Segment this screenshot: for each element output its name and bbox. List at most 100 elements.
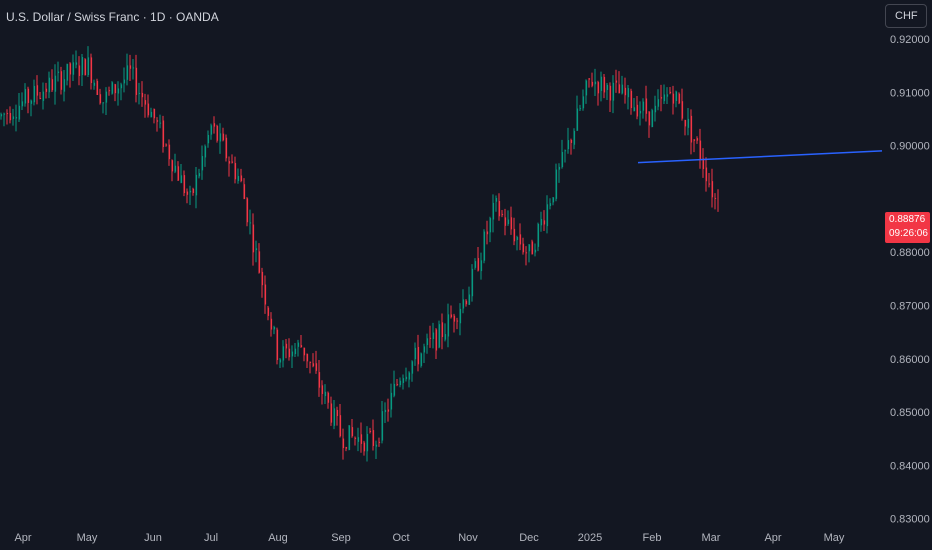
candle-body xyxy=(363,442,366,452)
candle-body xyxy=(198,173,201,177)
candle-body xyxy=(423,346,426,353)
candle-body xyxy=(627,88,630,98)
candle-body xyxy=(654,105,657,113)
candle-body xyxy=(294,348,297,355)
candle-body xyxy=(708,183,711,185)
candle-body xyxy=(69,63,72,75)
candle-body xyxy=(684,119,687,127)
candle-body xyxy=(231,161,234,163)
candle-body xyxy=(129,65,132,69)
candle-body xyxy=(561,152,564,168)
candle-body xyxy=(21,101,24,107)
candle-body xyxy=(624,87,627,96)
candle-body xyxy=(636,104,639,117)
candle-body xyxy=(609,85,612,101)
candle-body xyxy=(159,122,162,124)
candle-body xyxy=(453,315,456,322)
candle-body xyxy=(288,348,291,358)
candle-body xyxy=(390,392,393,410)
candle-body xyxy=(219,133,222,142)
candle-body xyxy=(612,82,615,101)
candle-body xyxy=(351,427,354,437)
candle-body xyxy=(483,231,486,261)
candle-body xyxy=(528,244,531,252)
candle-body xyxy=(87,57,90,76)
candle-body xyxy=(3,113,6,115)
candle-body xyxy=(690,115,693,143)
candle-body xyxy=(357,437,360,442)
candle-body xyxy=(537,223,540,247)
candle-body xyxy=(687,118,690,128)
candle-body xyxy=(381,411,384,441)
candle-body xyxy=(48,77,51,93)
candle-body xyxy=(315,363,318,371)
candle-body xyxy=(33,85,36,103)
candle-body xyxy=(510,217,513,230)
candle-body xyxy=(27,88,30,103)
candle-body xyxy=(18,105,21,120)
x-tick-label: Aug xyxy=(268,532,288,544)
price-axis[interactable]: 0.92000 0.91000 0.90000 0.88000 0.87000 0.860… xyxy=(890,34,930,526)
candle-body xyxy=(312,363,315,367)
x-tick-label: Apr xyxy=(14,532,31,544)
candle-body xyxy=(405,376,408,380)
candle-body xyxy=(213,123,216,127)
candle-body xyxy=(519,234,522,245)
candle-body xyxy=(186,191,189,195)
candle-body xyxy=(564,150,567,152)
x-tick-label: Nov xyxy=(458,532,478,544)
candle-body xyxy=(285,343,288,349)
candle-body xyxy=(75,62,78,65)
candle-body xyxy=(378,441,381,443)
candle-body xyxy=(267,307,270,316)
time-axis[interactable]: Apr May Jun Jul Aug Sep Oct Nov Dec 2025 Feb Mar Apr… xyxy=(14,532,844,544)
candle-body xyxy=(153,108,156,119)
candle-body xyxy=(246,198,249,223)
candle-body xyxy=(669,91,672,94)
candle-body xyxy=(498,201,501,217)
symbol-title[interactable]: U.S. Dollar / Swiss Franc · 1D · OANDA xyxy=(6,10,219,24)
candle-body xyxy=(54,75,57,92)
countdown-timer: 09:26:06 xyxy=(889,228,928,239)
candle-body xyxy=(264,284,267,305)
candle-body xyxy=(225,137,228,159)
currency-button[interactable]: CHF xyxy=(885,4,927,28)
candle-body xyxy=(138,92,141,94)
candle-body xyxy=(486,231,489,235)
candle-body xyxy=(660,97,663,99)
y-tick-label: 0.91000 xyxy=(890,87,930,99)
candle-body xyxy=(12,116,15,120)
candle-body xyxy=(672,93,675,104)
candle-body xyxy=(81,57,84,75)
candle-body xyxy=(678,93,681,104)
candle-body xyxy=(339,415,342,437)
candle-body xyxy=(441,322,444,338)
candle-body xyxy=(462,299,465,309)
candle-body xyxy=(630,90,633,109)
candle-body xyxy=(261,271,264,286)
candle-body xyxy=(174,165,177,172)
candle-body xyxy=(282,346,285,361)
candle-body xyxy=(435,329,438,351)
candle-body xyxy=(384,409,387,413)
y-tick-label: 0.85000 xyxy=(890,407,930,419)
candle-body xyxy=(327,392,330,403)
candle-body xyxy=(588,78,591,80)
candle-body xyxy=(639,110,642,114)
candle-body xyxy=(600,76,603,91)
candle-body xyxy=(711,181,714,198)
candle-body xyxy=(165,144,168,146)
candle-body xyxy=(675,91,678,102)
candle-body xyxy=(582,96,585,109)
candle-body xyxy=(471,268,474,297)
candle-body xyxy=(597,82,600,94)
trendline[interactable] xyxy=(637,150,883,164)
candle-body xyxy=(573,130,576,145)
candle-body xyxy=(474,261,477,268)
y-tick-label: 0.88000 xyxy=(890,247,930,259)
candle-body xyxy=(666,94,669,97)
candle-body xyxy=(408,372,411,380)
candle-body xyxy=(513,228,516,242)
candle-body xyxy=(228,161,231,164)
